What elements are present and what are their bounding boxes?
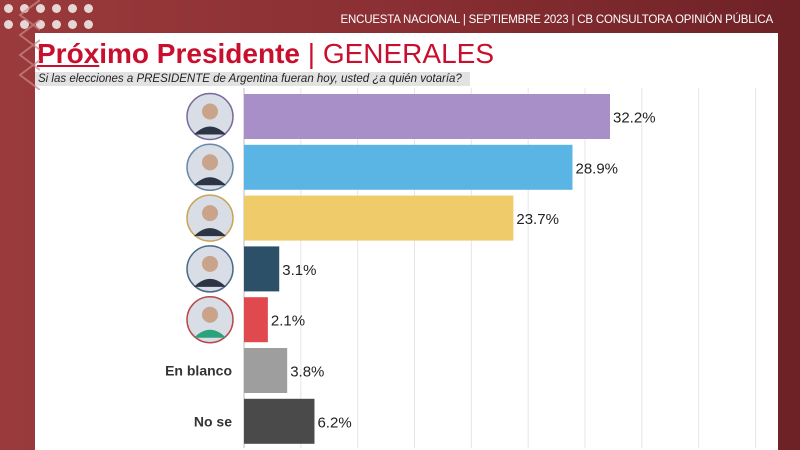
data-label: 3.1% — [282, 262, 316, 279]
avatar-head — [202, 154, 218, 171]
page-title: Próximo Presidente | GENERALES — [37, 38, 494, 69]
bar — [244, 297, 268, 343]
bar — [244, 94, 610, 139]
bar — [244, 398, 315, 444]
avatar-body — [194, 329, 226, 338]
avatar-body — [194, 228, 226, 237]
header-text: ENCUESTA NACIONAL | SEPTIEMBRE 2023 | CB… — [340, 14, 774, 26]
chevron-decoration — [18, 0, 40, 90]
avatar-body — [194, 278, 226, 287]
data-label: 3.8% — [290, 364, 324, 381]
avatar-head — [202, 306, 218, 323]
decorative-dots — [4, 4, 94, 29]
data-label: 28.9% — [575, 160, 618, 177]
bar — [244, 195, 514, 241]
data-label: 2.1% — [271, 313, 305, 330]
avatar-body — [194, 177, 226, 186]
category-label: En blanco — [165, 363, 232, 379]
avatar-head — [202, 205, 218, 222]
category-label: No se — [194, 413, 232, 429]
data-label: 32.2% — [613, 110, 656, 127]
avatar-body — [194, 126, 226, 135]
data-label: 23.7% — [516, 211, 559, 228]
avatar-head — [202, 103, 218, 120]
bar — [244, 348, 288, 393]
bar — [244, 246, 280, 292]
avatar-head — [202, 255, 218, 272]
chart-subtitle: Si las elecciones a PRESIDENTE de Argent… — [35, 72, 470, 86]
data-label: 6.2% — [317, 414, 351, 431]
bar — [244, 144, 573, 190]
